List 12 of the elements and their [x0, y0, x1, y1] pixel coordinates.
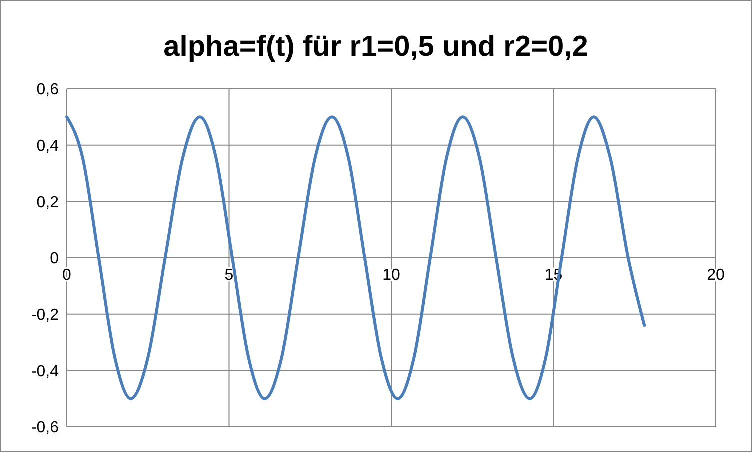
- x-tick-label: 5: [224, 267, 234, 284]
- x-tick-label: 10: [382, 267, 400, 284]
- y-tick-label: -0,6: [31, 420, 60, 437]
- y-tick-label: -0,2: [31, 306, 60, 324]
- x-tick-label: 20: [707, 267, 725, 284]
- x-tick-label: 0: [62, 267, 72, 284]
- y-tick-label: 0,4: [36, 138, 60, 155]
- chart-title: alpha=f(t) für r1=0,5 und r2=0,2: [164, 31, 588, 63]
- y-tick-label: 0,6: [36, 82, 60, 99]
- y-tick-label: 0,2: [36, 194, 60, 212]
- y-tick-label: 0: [50, 250, 60, 268]
- y-tick-label: -0,4: [31, 363, 60, 380]
